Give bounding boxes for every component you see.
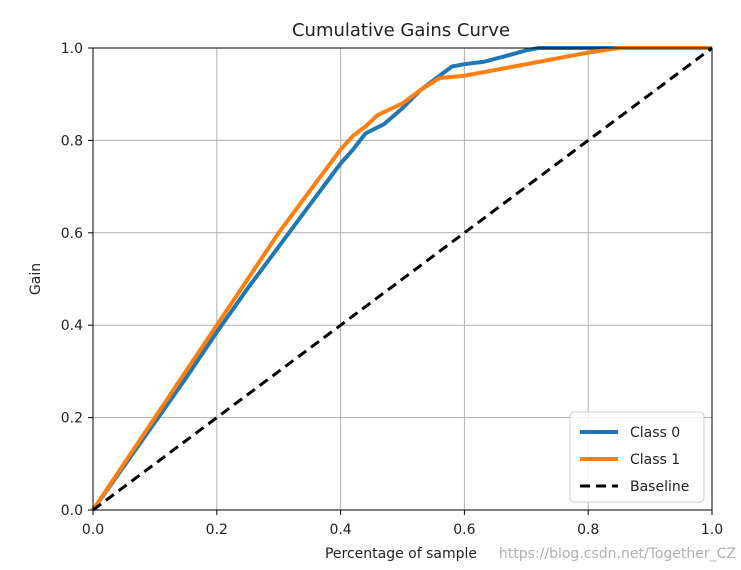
watermark: https://blog.csdn.net/Together_CZ — [499, 546, 736, 562]
series-line-class-1 — [91, 46, 712, 512]
series-line-baseline — [92, 46, 713, 512]
x-tick-label: 0.0 — [82, 522, 104, 538]
y-tick-label: 0.4 — [61, 318, 83, 334]
y-tick-label: 0.0 — [61, 503, 83, 519]
legend-box — [569, 411, 705, 503]
plot-frame — [92, 47, 713, 511]
legend-label: Class 1 — [630, 452, 680, 468]
legend: Class 0 Class 1 Baseline — [569, 411, 705, 503]
x-tick-label: 0.2 — [206, 522, 228, 538]
y-tick-label: 0.8 — [61, 133, 83, 149]
x-tick-label: 0.8 — [577, 522, 599, 538]
y-axis-label: Gain — [28, 263, 44, 295]
x-axis-label: Percentage of sample — [325, 546, 477, 562]
x-tick-label: 0.6 — [453, 522, 475, 538]
chart-title: Cumulative Gains Curve — [292, 20, 510, 41]
y-tick-label: 0.6 — [61, 226, 83, 242]
y-tick-label: 1.0 — [61, 41, 83, 57]
legend-label: Baseline — [630, 479, 689, 495]
x-tick-label: 1.0 — [701, 522, 723, 538]
legend-label: Class 0 — [630, 425, 680, 441]
axis-ticks: 0.0 0.2 0.4 0.6 0.8 1.0 0.0 0.2 0.4 0.6 0.8 1.0 — [61, 41, 723, 538]
y-tick-label: 0.2 — [61, 411, 83, 427]
x-tick-label: 0.4 — [329, 522, 351, 538]
